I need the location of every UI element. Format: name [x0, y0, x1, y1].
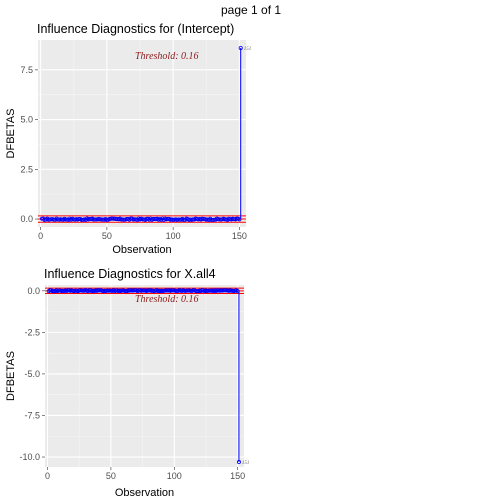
point-label: 151 — [242, 461, 250, 466]
x-tick-label: 0 — [45, 471, 50, 481]
y-tick-label: 7.5 — [20, 65, 33, 75]
data-point — [119, 217, 124, 222]
y-tick-label: 0.0 — [27, 286, 40, 296]
x-tick-label: 100 — [166, 231, 181, 241]
x-tick-label: 150 — [232, 231, 247, 241]
data-point — [163, 288, 168, 293]
y-tick-label: -7.5 — [24, 410, 40, 420]
y-tick-label: -2.5 — [24, 327, 40, 337]
y-axis-title: DFBETAS — [5, 109, 17, 159]
data-point — [215, 288, 220, 293]
x-tick-label: 150 — [230, 471, 245, 481]
data-point — [108, 288, 113, 293]
x-tick-label: 100 — [167, 471, 182, 481]
y-tick-label: 0.0 — [20, 214, 33, 224]
data-point — [92, 217, 97, 222]
point-label: 151 — [244, 47, 252, 52]
x-axis-title: Observation — [112, 244, 171, 256]
chart-panel-1: Influence Diagnostics for (Intercept) 0 50… — [5, 22, 251, 256]
y-tick-label: 2.5 — [20, 164, 33, 174]
chart-panel-2: Influence Diagnostics for X.all4 0 50 100 15… — [5, 267, 249, 499]
data-point — [236, 460, 241, 465]
data-point — [152, 217, 157, 222]
y-tick-label: 5.0 — [20, 115, 33, 125]
x-tick-label: 50 — [102, 231, 112, 241]
page-label: page 1 of 1 — [221, 3, 282, 17]
plot-background — [45, 285, 244, 467]
data-point — [238, 45, 243, 50]
y-tick-label: -5.0 — [24, 369, 40, 379]
y-axis-title: DFBETAS — [5, 351, 17, 401]
x-axis-title: Observation — [115, 487, 174, 499]
plot-background — [38, 40, 246, 227]
data-point — [151, 217, 156, 222]
y-tick-label: -10.0 — [19, 452, 40, 462]
data-point — [111, 216, 116, 221]
chart-title: Influence Diagnostics for (Intercept) — [37, 22, 234, 36]
chart-title: Influence Diagnostics for X.all4 — [44, 267, 216, 281]
x-tick-label: 0 — [38, 231, 43, 241]
data-point — [110, 216, 115, 221]
data-point — [124, 217, 129, 222]
threshold-label: Threshold: 0.16 — [135, 51, 199, 62]
x-tick-label: 50 — [106, 471, 116, 481]
threshold-label: Threshold: 0.16 — [135, 294, 199, 305]
data-point — [237, 217, 242, 222]
data-point — [195, 289, 200, 294]
data-point — [188, 288, 193, 293]
